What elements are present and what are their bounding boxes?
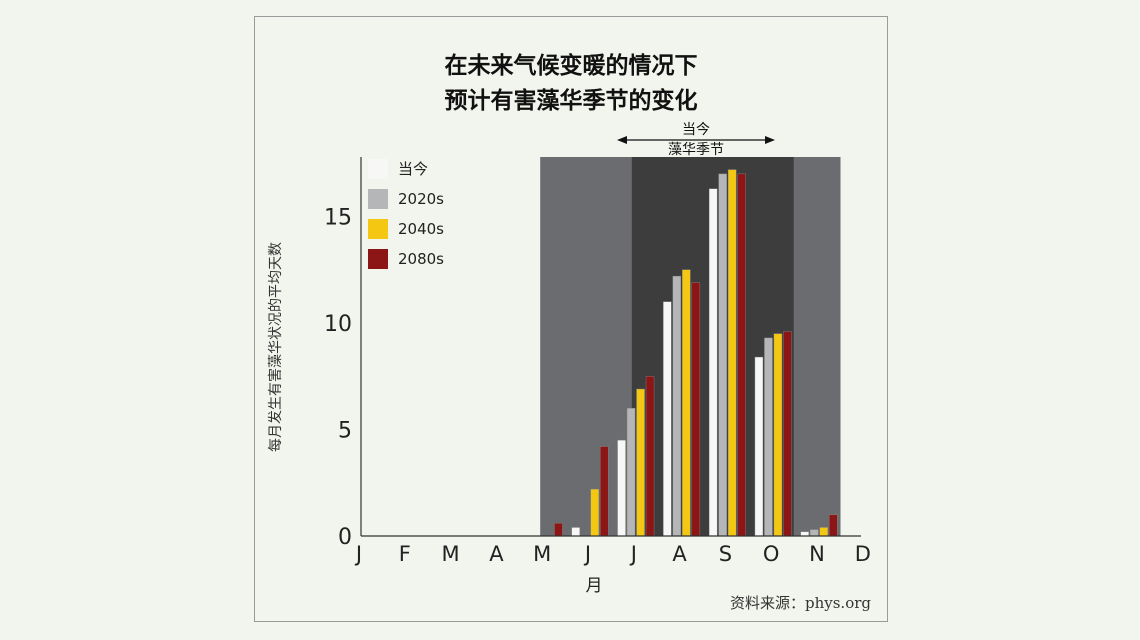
- bar-当今-9: [754, 356, 764, 537]
- y-tick-label-15: 15: [324, 206, 352, 231]
- bar-2040s-6: [636, 388, 645, 537]
- legend-label-2040s: 2040s: [398, 220, 444, 238]
- bar-2040s-8: [727, 169, 737, 537]
- legend: 当今 2020s 2040s 2080s: [368, 159, 444, 269]
- x-month-label-10: N: [809, 542, 825, 566]
- y-tick-labels: 0 5 10 15: [324, 206, 352, 551]
- season-arrow-left-head: [617, 136, 627, 144]
- y-axis-title: 每月发生有害藻华状况的平均天数: [268, 242, 284, 452]
- x-axis-title: 月: [586, 576, 603, 596]
- x-month-label-11: D: [855, 542, 871, 566]
- bar-当今-5: [571, 527, 580, 537]
- bar-2080s-8: [737, 173, 746, 537]
- bar-2020s-10: [810, 529, 819, 537]
- bar-2040s-9: [773, 333, 783, 537]
- x-month-label-1: F: [399, 542, 411, 566]
- season-annotation-line-2: 藻华季节: [668, 142, 724, 158]
- bar-当今-6: [617, 439, 626, 537]
- bar-当今-7: [663, 301, 672, 537]
- x-month-label-0: J: [354, 542, 362, 566]
- x-month-label-5: J: [583, 542, 591, 566]
- y-tick-label-0: 0: [338, 525, 352, 550]
- x-month-label-8: S: [719, 542, 732, 566]
- y-tick-label-5: 5: [338, 419, 352, 444]
- bar-2040s-7: [682, 269, 691, 537]
- x-month-label-4: M: [533, 542, 551, 566]
- legend-swatch-2040s: [368, 219, 388, 239]
- bar-2080s-10: [829, 514, 838, 537]
- bar-2020s-6: [626, 408, 636, 537]
- chart-frame: 在未来气候变暖的情况下 预计有害藻华季节的变化 当今 藻华季节 0 5 10 15 J…: [254, 16, 888, 622]
- bar-2080s-4: [554, 523, 563, 537]
- bar-2040s-5: [590, 488, 599, 537]
- season-annotation-line-1: 当今: [682, 122, 710, 138]
- chart-title-line-1: 在未来气候变暖的情况下: [445, 52, 698, 79]
- legend-swatch-2080s: [368, 249, 388, 269]
- bar-2020s-8: [718, 173, 727, 537]
- x-month-label-2: M: [442, 542, 460, 566]
- bar-当今-8: [708, 188, 718, 537]
- season-arrow-right-head: [765, 136, 775, 144]
- bar-2080s-7: [691, 282, 701, 537]
- x-month-label-7: A: [672, 542, 687, 566]
- legend-label-2020s: 2020s: [398, 190, 444, 208]
- harmful-algal-bloom-chart: 在未来气候变暖的情况下 预计有害藻华季节的变化 当今 藻华季节 0 5 10 15 J…: [268, 52, 871, 612]
- chart-title-line-2: 预计有害藻华季节的变化: [445, 87, 698, 114]
- legend-label-2080s: 2080s: [398, 250, 444, 268]
- legend-swatch-当今: [368, 159, 388, 179]
- season-annotation: 当今 藻华季节: [617, 122, 775, 158]
- bar-当今-10: [800, 531, 809, 537]
- bar-2020s-7: [672, 275, 682, 537]
- bar-2040s-10: [819, 527, 828, 537]
- x-month-label-3: A: [489, 542, 504, 566]
- bars: [554, 169, 838, 537]
- source-credit: 资料来源：phys.org: [730, 594, 871, 612]
- legend-label-当今: 当今: [398, 160, 428, 178]
- bar-2080s-5: [600, 446, 609, 537]
- legend-swatch-2020s: [368, 189, 388, 209]
- x-month-label-6: J: [629, 542, 637, 566]
- y-tick-label-10: 10: [324, 312, 352, 337]
- bar-2080s-6: [645, 376, 655, 537]
- bar-2080s-9: [783, 331, 792, 537]
- x-month-label-9: O: [763, 542, 780, 566]
- bar-2020s-9: [764, 337, 773, 537]
